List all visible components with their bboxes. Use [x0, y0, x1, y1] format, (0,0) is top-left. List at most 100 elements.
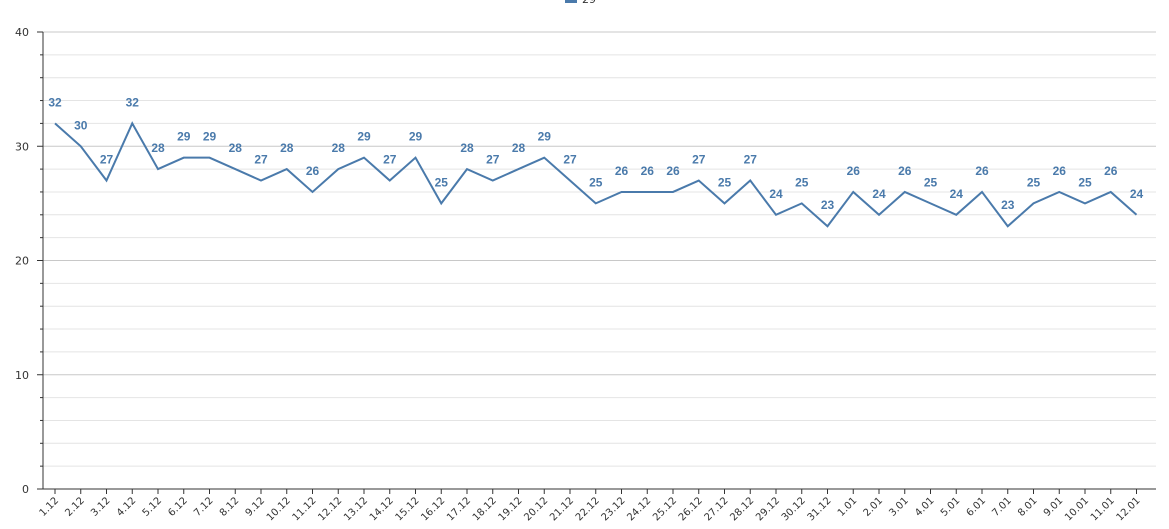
data-label: 29 — [409, 130, 423, 144]
y-tick-label: 30 — [15, 140, 29, 153]
x-tick-label: 5.01 — [939, 495, 963, 519]
data-label: 27 — [692, 153, 706, 167]
x-tick-label: 23.12 — [600, 495, 628, 523]
data-label: 27 — [254, 153, 268, 167]
x-tick-label: 3.12 — [89, 495, 113, 519]
x-tick-label: 13.12 — [342, 495, 370, 523]
x-tick-label: 2.01 — [862, 495, 886, 519]
x-tick-label: 27.12 — [703, 495, 731, 523]
x-tick-label: 9.01 — [1042, 495, 1066, 519]
data-label: 26 — [1053, 164, 1067, 178]
x-tick-label: 10.12 — [265, 495, 293, 523]
x-tick-label: 1.12 — [38, 495, 62, 519]
x-tick-label: 15.12 — [394, 495, 422, 523]
data-label: 27 — [563, 153, 577, 167]
legend-series-name: 29 — [582, 0, 596, 6]
y-axis-ticks: 0 10 20 30 40 — [15, 26, 43, 496]
grid-lines — [43, 31, 1156, 490]
data-label: 25 — [1027, 175, 1041, 189]
data-label: 26 — [898, 164, 912, 178]
x-tick-label: 16.12 — [419, 495, 447, 523]
x-tick-label: 14.12 — [368, 495, 396, 523]
data-label: 26 — [975, 164, 989, 178]
x-tick-label: 17.12 — [445, 495, 473, 523]
x-tick-label: 18.12 — [471, 495, 499, 523]
data-label: 32 — [48, 95, 62, 109]
data-label: 23 — [821, 198, 835, 212]
data-label: 26 — [666, 164, 680, 178]
x-tick-label: 12.12 — [316, 495, 344, 523]
data-label: 27 — [744, 153, 758, 167]
series-group — [54, 121, 1138, 228]
data-label: 29 — [177, 130, 191, 144]
data-label: 27 — [486, 153, 500, 167]
data-label: 29 — [203, 130, 217, 144]
series-line — [54, 121, 1138, 228]
x-tick-label: 26.12 — [677, 495, 705, 523]
y-tick-label: 40 — [15, 26, 29, 39]
data-label: 28 — [512, 141, 526, 155]
x-tick-label: 5.12 — [141, 495, 165, 519]
x-tick-label: 9.12 — [244, 495, 268, 519]
x-tick-label: 11.12 — [291, 495, 319, 523]
x-tick-label: 12.01 — [1115, 495, 1143, 523]
x-tick-label: 25.12 — [651, 495, 679, 523]
data-label: 25 — [435, 175, 449, 189]
x-tick-label: 4.12 — [115, 495, 139, 519]
data-label: 28 — [280, 141, 294, 155]
x-tick-label: 19.12 — [497, 495, 525, 523]
legend-swatch — [565, 0, 577, 3]
data-label: 25 — [589, 175, 603, 189]
y-tick-label: 0 — [22, 483, 29, 496]
data-label: 24 — [950, 187, 964, 201]
data-label: 24 — [1130, 187, 1144, 201]
x-tick-label: 20.12 — [522, 495, 550, 523]
x-tick-label: 11.01 — [1089, 495, 1117, 523]
legend[interactable]: 29 — [565, 0, 596, 6]
x-tick-label: 8.01 — [1016, 495, 1040, 519]
data-label: 26 — [641, 164, 655, 178]
x-tick-label: 8.12 — [218, 495, 242, 519]
x-tick-label: 2.12 — [63, 495, 87, 519]
x-tick-label: 22.12 — [574, 495, 602, 523]
x-tick-label: 7.01 — [990, 495, 1014, 519]
data-label: 25 — [718, 175, 732, 189]
data-label: 27 — [100, 153, 114, 167]
data-label: 25 — [924, 175, 938, 189]
x-tick-label: 6.12 — [166, 495, 190, 519]
x-axis-ticks: 1.12 2.12 3.12 4.12 5.12 6.12 7.12 8.12 9.1210.1… — [38, 489, 1143, 523]
data-label: 23 — [1001, 198, 1015, 212]
x-tick-label: 1.01 — [836, 495, 860, 519]
y-tick-label: 10 — [15, 369, 29, 382]
data-label: 26 — [1104, 164, 1118, 178]
x-tick-label: 28.12 — [728, 495, 756, 523]
x-tick-label: 10.01 — [1063, 495, 1091, 523]
x-tick-label: 21.12 — [548, 495, 576, 523]
data-label: 30 — [74, 118, 88, 132]
x-tick-label: 31.12 — [806, 495, 834, 523]
data-label: 28 — [332, 141, 346, 155]
x-tick-label: 7.12 — [192, 495, 216, 519]
data-label: 28 — [151, 141, 165, 155]
data-label: 25 — [1078, 175, 1092, 189]
data-label: 27 — [383, 153, 397, 167]
data-label: 24 — [769, 187, 783, 201]
x-tick-label: 30.12 — [780, 495, 808, 523]
data-labels: 32 30 27 32 28 29 29 28 27 28 26 28 29 27 29 25 28 27 28 29… — [48, 95, 1143, 212]
data-label: 28 — [229, 141, 243, 155]
data-label: 26 — [306, 164, 320, 178]
data-label: 25 — [795, 175, 809, 189]
data-label: 28 — [460, 141, 474, 155]
data-label: 29 — [538, 130, 552, 144]
x-tick-label: 4.01 — [913, 495, 937, 519]
data-label: 29 — [357, 130, 371, 144]
data-label: 32 — [126, 95, 140, 109]
data-label: 26 — [847, 164, 861, 178]
data-label: 26 — [615, 164, 629, 178]
x-tick-label: 29.12 — [754, 495, 782, 523]
x-tick-label: 6.01 — [965, 495, 989, 519]
y-tick-label: 20 — [15, 255, 29, 268]
x-tick-label: 24.12 — [625, 495, 653, 523]
x-tick-label: 3.01 — [887, 495, 911, 519]
